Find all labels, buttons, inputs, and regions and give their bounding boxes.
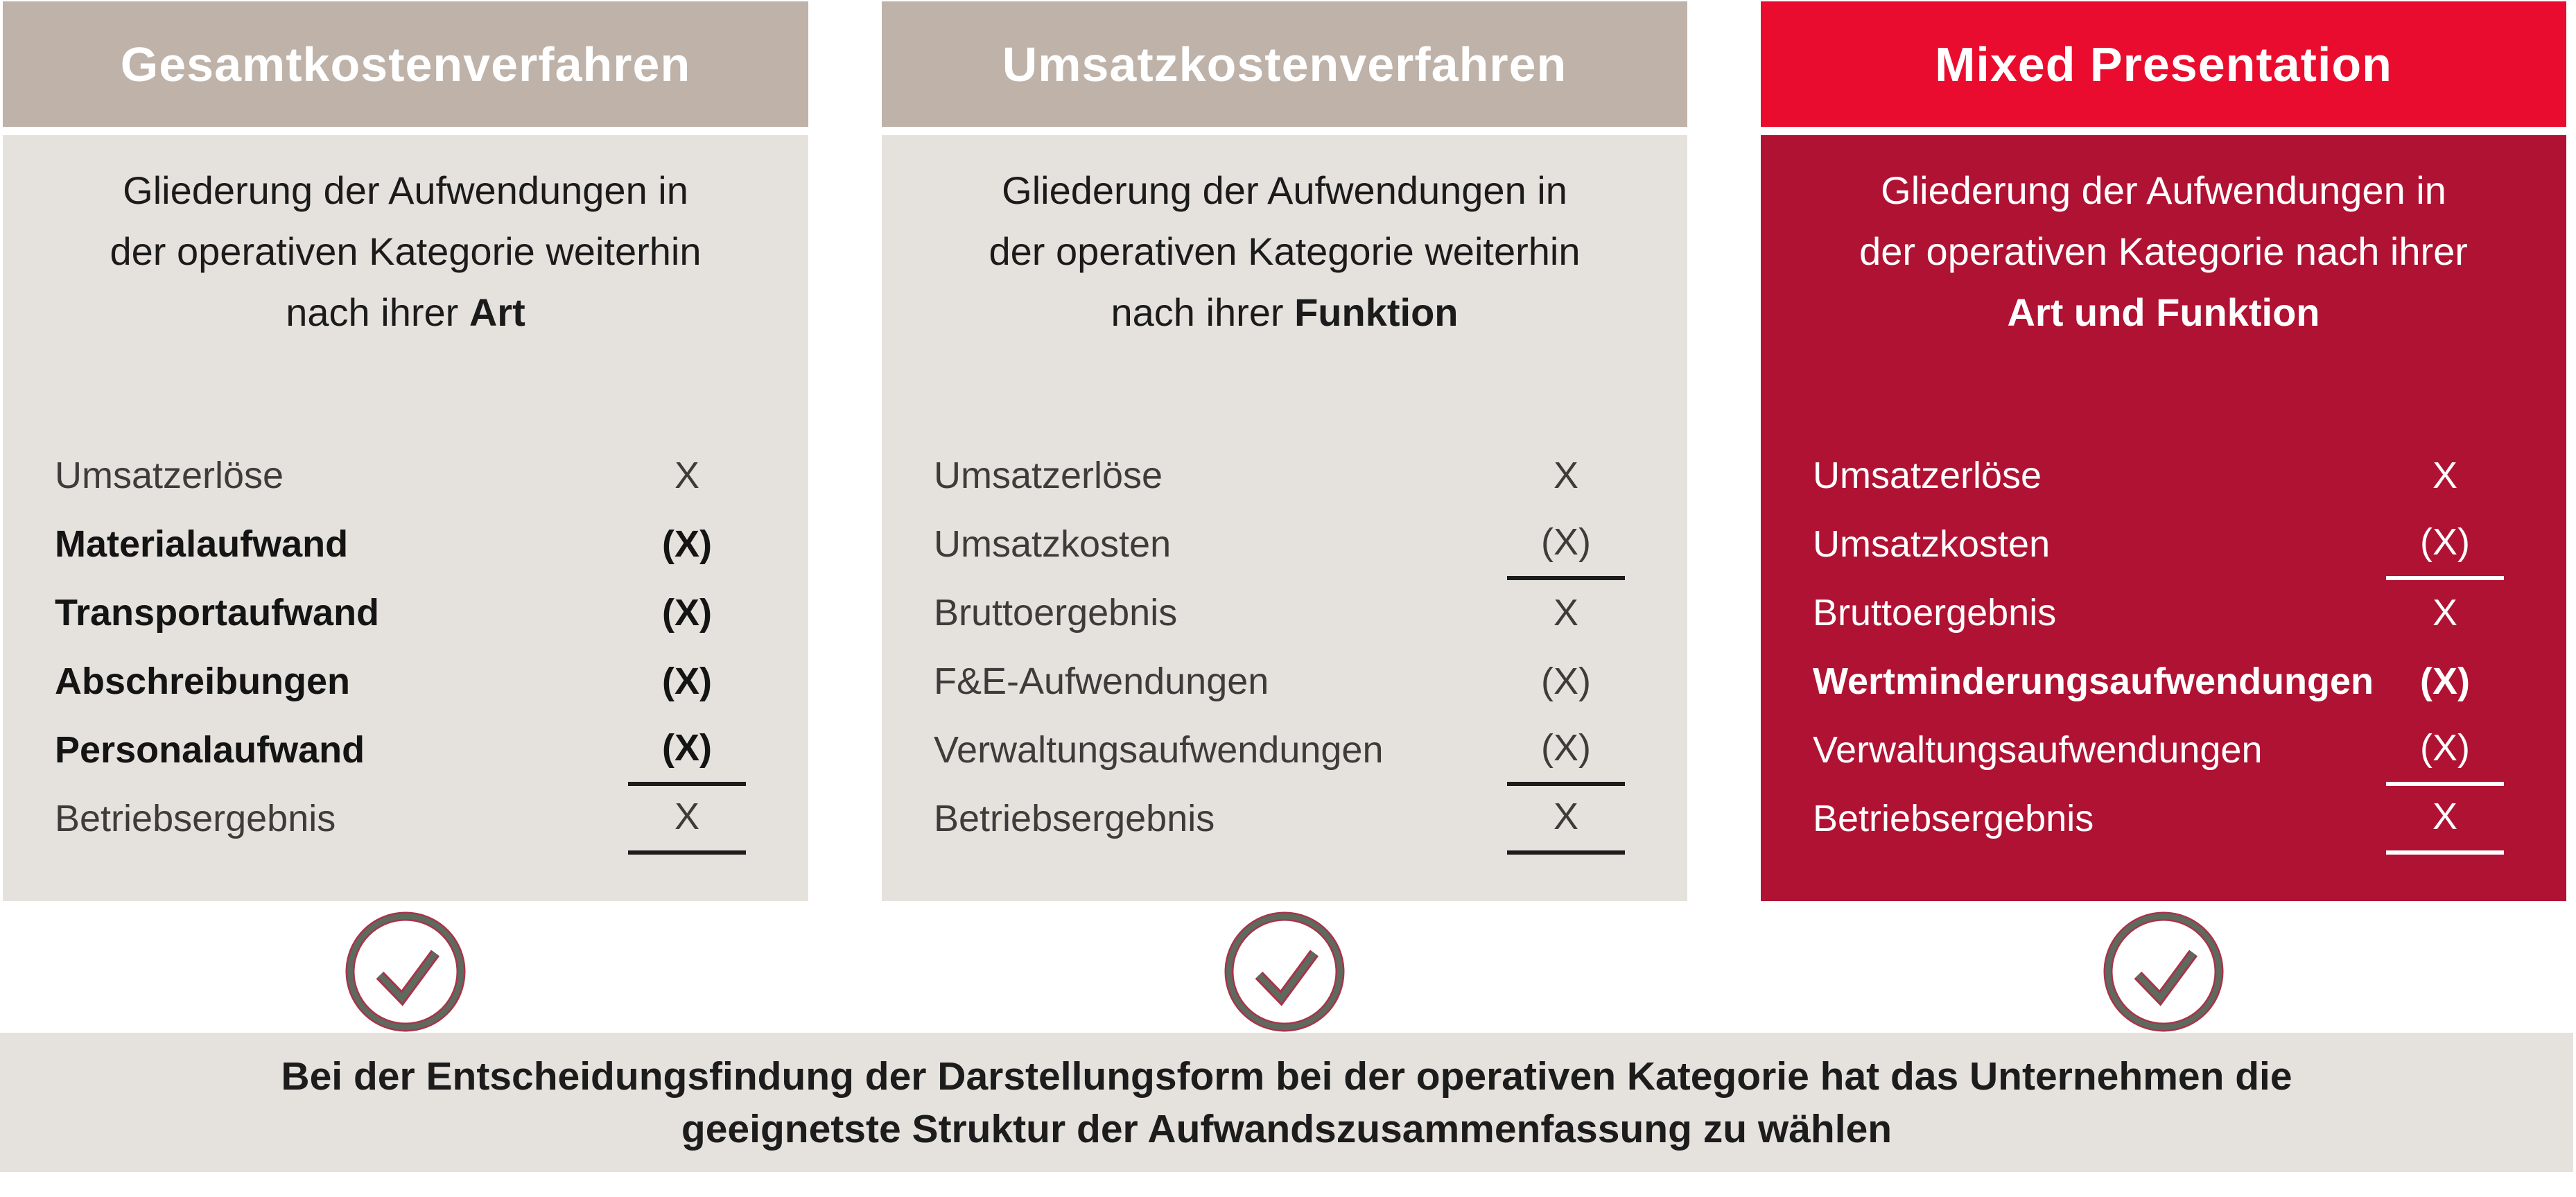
row-label: Materialaufwand	[55, 523, 349, 565]
row-label: Umsatzerlöse	[55, 454, 284, 496]
row-value: X	[2432, 591, 2458, 634]
table-row: Bruttoergebnis X	[1761, 578, 2566, 647]
desc-emphasis: Funktion	[1294, 290, 1459, 334]
table-row: Bruttoergebnis X	[882, 578, 1687, 647]
desc-line-2: der operativen Kategorie weiterhin	[110, 229, 702, 273]
row-value: (X)	[2420, 660, 2470, 702]
income-statement-table: Umsatzerlöse X Umsatzkosten (X) Bruttoer…	[882, 441, 1687, 855]
row-value: (X)	[1507, 713, 1625, 786]
row-value: (X)	[2386, 507, 2504, 580]
row-value: (X)	[662, 660, 712, 702]
row-label: Wertminderungsaufwendungen	[1813, 660, 2374, 702]
row-label: Verwaltungsaufwendungen	[1813, 728, 2263, 771]
row-label: Umsatzkosten	[934, 523, 1172, 565]
footer-text-line-1: Bei der Entscheidungsfindung der Darstel…	[281, 1054, 2292, 1099]
table-row: Verwaltungsaufwendungen (X)	[882, 713, 1687, 786]
row-value: (X)	[662, 523, 712, 565]
column-description: Gliederung der Aufwendungen in der opera…	[1761, 160, 2566, 343]
income-statement-table: Umsatzerlöse X Materialaufwand (X) Trans…	[3, 441, 808, 855]
desc-line-1: Gliederung der Aufwendungen in	[123, 168, 688, 212]
desc-line-1: Gliederung der Aufwendungen in	[1881, 168, 2446, 212]
check-circle-icon	[1224, 911, 1345, 1032]
table-row: Umsatzerlöse X	[1761, 441, 2566, 509]
row-label: Bruttoergebnis	[1813, 591, 2057, 634]
desc-line-2: der operativen Kategorie weiterhin	[989, 229, 1581, 273]
row-value: X	[1553, 591, 1579, 634]
table-row: Materialaufwand (X)	[3, 509, 808, 578]
table-row: Umsatzerlöse X	[882, 441, 1687, 509]
column-header: Gesamtkostenverfahren	[3, 1, 808, 127]
row-value: X	[2432, 454, 2458, 496]
table-row: F&E-Aufwendungen (X)	[882, 647, 1687, 715]
row-label: Umsatzerlöse	[934, 454, 1163, 496]
income-statement-table: Umsatzerlöse X Umsatzkosten (X) Bruttoer…	[1761, 441, 2566, 855]
row-label: Verwaltungsaufwendungen	[934, 728, 1384, 771]
desc-emphasis: Art und Funktion	[2007, 290, 2320, 334]
desc-line-1: Gliederung der Aufwendungen in	[1002, 168, 1567, 212]
column-title: Gesamtkostenverfahren	[120, 37, 691, 91]
row-label: Betriebsergebnis	[934, 797, 1215, 839]
row-value: (X)	[628, 713, 746, 786]
table-row: Betriebsergebnis X	[882, 782, 1687, 855]
table-row: Umsatzerlöse X	[3, 441, 808, 509]
row-value: (X)	[2386, 713, 2504, 786]
row-label: F&E-Aufwendungen	[934, 660, 1269, 702]
table-row: Abschreibungen (X)	[3, 647, 808, 715]
column-description: Gliederung der Aufwendungen in der opera…	[882, 160, 1687, 343]
desc-line-2: der operativen Kategorie nach ihrer	[1859, 229, 2468, 273]
desc-emphasis: Art	[469, 290, 525, 334]
column-header: Umsatzkostenverfahren	[882, 1, 1687, 127]
row-value: (X)	[1507, 507, 1625, 580]
row-value: (X)	[1541, 660, 1591, 702]
table-row: Betriebsergebnis X	[3, 782, 808, 855]
row-value: X	[2386, 782, 2504, 855]
check-circle-icon	[2103, 911, 2224, 1032]
check-circle-icon	[345, 911, 466, 1032]
footer-text-line-2: geeignetste Struktur der Aufwandszusamme…	[681, 1106, 1892, 1151]
desc-line-3: nach ihrer	[286, 290, 469, 334]
row-label: Bruttoergebnis	[934, 591, 1178, 634]
row-value: X	[1507, 782, 1625, 855]
table-row: Verwaltungsaufwendungen (X)	[1761, 713, 2566, 786]
row-value: X	[674, 454, 700, 496]
column-title: Umsatzkostenverfahren	[1002, 37, 1567, 91]
table-row: Umsatzkosten (X)	[882, 507, 1687, 580]
row-label: Betriebsergebnis	[1813, 797, 2094, 839]
column-body: Gliederung der Aufwendungen in der opera…	[1761, 135, 2566, 901]
row-label: Abschreibungen	[55, 660, 351, 702]
table-row: Umsatzkosten (X)	[1761, 507, 2566, 580]
row-label: Transportaufwand	[55, 591, 380, 634]
table-row: Betriebsergebnis X	[1761, 782, 2566, 855]
desc-line-3: nach ihrer	[1111, 290, 1295, 334]
table-row: Transportaufwand (X)	[3, 578, 808, 647]
row-value: (X)	[662, 591, 712, 634]
row-label: Personalaufwand	[55, 728, 365, 771]
row-label: Umsatzerlöse	[1813, 454, 2042, 496]
table-row: Wertminderungsaufwendungen (X)	[1761, 647, 2566, 715]
row-value: X	[1553, 454, 1579, 496]
column-body: Gliederung der Aufwendungen in der opera…	[882, 135, 1687, 901]
row-label: Betriebsergebnis	[55, 797, 336, 839]
column-description: Gliederung der Aufwendungen in der opera…	[3, 160, 808, 343]
row-value: X	[628, 782, 746, 855]
footer-band: Bei der Entscheidungsfindung der Darstel…	[0, 1033, 2573, 1172]
column-title: Mixed Presentation	[1935, 37, 2392, 91]
column-header: Mixed Presentation	[1761, 1, 2566, 127]
column-body: Gliederung der Aufwendungen in der opera…	[3, 135, 808, 901]
row-label: Umsatzkosten	[1813, 523, 2051, 565]
table-row: Personalaufwand (X)	[3, 713, 808, 786]
